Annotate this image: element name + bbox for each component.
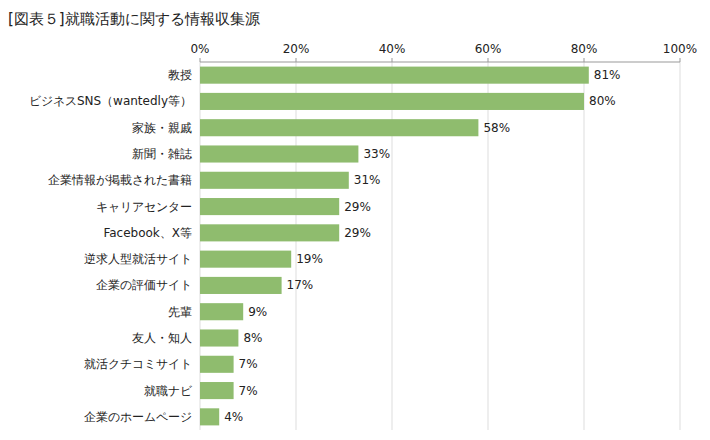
tick	[488, 58, 489, 62]
category-label: 企業のホームページ	[84, 410, 192, 424]
category-label: 逆求人型就活サイト	[84, 252, 192, 266]
data-label: 17%	[287, 278, 314, 292]
x-axis: 0% 20% 40% 60% 80% 100%	[190, 42, 697, 62]
bar	[200, 172, 349, 189]
tick-label: 60%	[475, 42, 502, 56]
bar	[200, 303, 243, 320]
bar	[200, 408, 219, 425]
grid-line	[584, 62, 585, 430]
data-label: 7%	[239, 357, 258, 371]
category-label: Facebook、X等	[103, 226, 192, 240]
tick	[680, 58, 681, 62]
data-label: 58%	[483, 121, 510, 135]
grid	[200, 62, 680, 430]
tick	[584, 58, 585, 62]
tick	[392, 58, 393, 62]
y-axis: 教授ビジネスSNS（wantedly等） 家族・親戚新聞・雑誌企業情報が掲載された…	[29, 68, 193, 424]
data-label: 4%	[224, 410, 243, 424]
data-label: 8%	[243, 331, 262, 345]
bar	[200, 119, 478, 136]
tick	[296, 58, 297, 62]
category-label: キャリアセンター	[96, 200, 192, 214]
title: [図表５]就職活動に関する情報収集源	[8, 10, 260, 28]
category-label: 先輩	[168, 305, 192, 319]
tick	[200, 58, 201, 62]
bar	[200, 251, 291, 268]
data-labels: 81% 80% 58% 33% 31% 29% 29% 19% 17% 9% 8% 7% 7% 4%	[224, 68, 620, 424]
grid-line	[488, 62, 489, 430]
tick-label: 80%	[571, 42, 598, 56]
category-label: 新聞・雑誌	[132, 147, 192, 161]
grid-line	[296, 62, 297, 430]
tick-label: 0%	[190, 42, 209, 56]
grid-line	[392, 62, 393, 430]
bar	[200, 382, 234, 399]
category-label: 就職ナビ	[144, 384, 193, 398]
category-label: 企業情報が掲載された書籍	[48, 173, 192, 187]
bar	[200, 224, 339, 241]
chart: [図表５]就職活動に関する情報収集源 0% 20% 40% 60% 80% 100% 教授ビジ…	[0, 0, 710, 440]
data-label: 81%	[594, 68, 621, 82]
category-label: 教授	[168, 68, 192, 82]
data-label: 19%	[296, 252, 323, 266]
bar	[200, 329, 238, 346]
category-label: 企業の評価サイト	[96, 278, 192, 292]
tick-label: 20%	[283, 42, 310, 56]
bar	[200, 93, 584, 110]
grid-line	[680, 62, 681, 430]
data-label: 9%	[248, 305, 267, 319]
category-label: 友人・知人	[132, 331, 192, 345]
data-label: 31%	[354, 173, 381, 187]
data-label: 29%	[344, 200, 371, 214]
bar	[200, 198, 339, 215]
tick-label: 40%	[379, 42, 406, 56]
bar	[200, 145, 358, 162]
category-label: 家族・親戚	[132, 121, 192, 135]
data-label: 33%	[363, 147, 390, 161]
data-label: 80%	[589, 94, 616, 108]
category-label: ビジネスSNS（wantedly等）	[29, 94, 192, 108]
tick-label: 100%	[663, 42, 697, 56]
grid-line	[200, 62, 201, 430]
category-label: 就活クチコミサイト	[84, 357, 192, 371]
bar	[200, 67, 589, 84]
bar	[200, 277, 282, 294]
axis-line	[200, 62, 680, 63]
data-label: 7%	[239, 384, 258, 398]
bars	[200, 67, 589, 426]
data-label: 29%	[344, 226, 371, 240]
bar	[200, 356, 234, 373]
